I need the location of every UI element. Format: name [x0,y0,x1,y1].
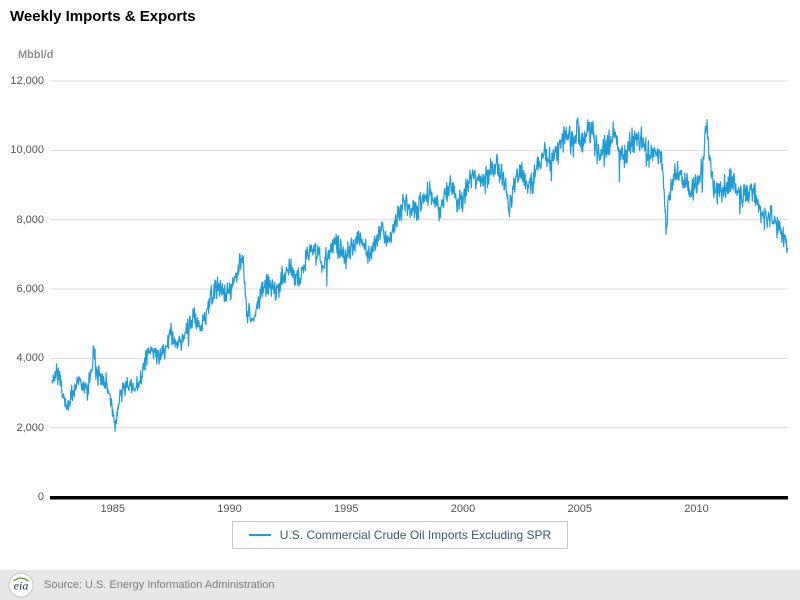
y-tick-label: 6,000 [16,283,44,295]
footer-bar: eia Source: U.S. Energy Information Admi… [0,570,800,600]
y-tick-label: 2,000 [16,421,44,434]
y-tick-label: 12,000 [10,75,44,87]
legend-item[interactable]: U.S. Commercial Crude Oil Imports Exclud… [231,521,569,549]
x-tick-label: 2010 [684,503,709,515]
y-tick-label: 0 [37,491,44,503]
x-tick-label: 2005 [567,503,592,515]
x-tick-label: 1990 [217,503,242,515]
legend-line-swatch [248,534,271,536]
legend-label: U.S. Commercial Crude Oil Imports Exclud… [279,528,552,542]
x-axis: 1985 1990 1995 2000 2005 2010 [0,503,800,517]
y-axis: 0 2,000 4,000 6,000 8,000 10,000 12,000 [0,0,44,600]
eia-logo: eia [8,572,34,598]
x-tick-label: 2000 [450,503,476,515]
source-attribution: Source: U.S. Energy Information Administ… [44,579,275,591]
x-tick-label: 1995 [333,503,359,515]
unit-label: Mbbl/d [18,49,54,61]
svg-text:eia: eia [14,579,29,593]
series-line [51,117,789,432]
legend: U.S. Commercial Crude Oil Imports Exclud… [0,521,800,549]
y-tick-label: 10,000 [10,144,44,157]
y-tick-label: 4,000 [16,352,44,365]
page-title: Weekly Imports & Exports [10,8,196,25]
y-tick-label: 8,000 [16,213,44,226]
x-axis-line [50,496,788,500]
x-tick-label: 1985 [100,503,125,515]
